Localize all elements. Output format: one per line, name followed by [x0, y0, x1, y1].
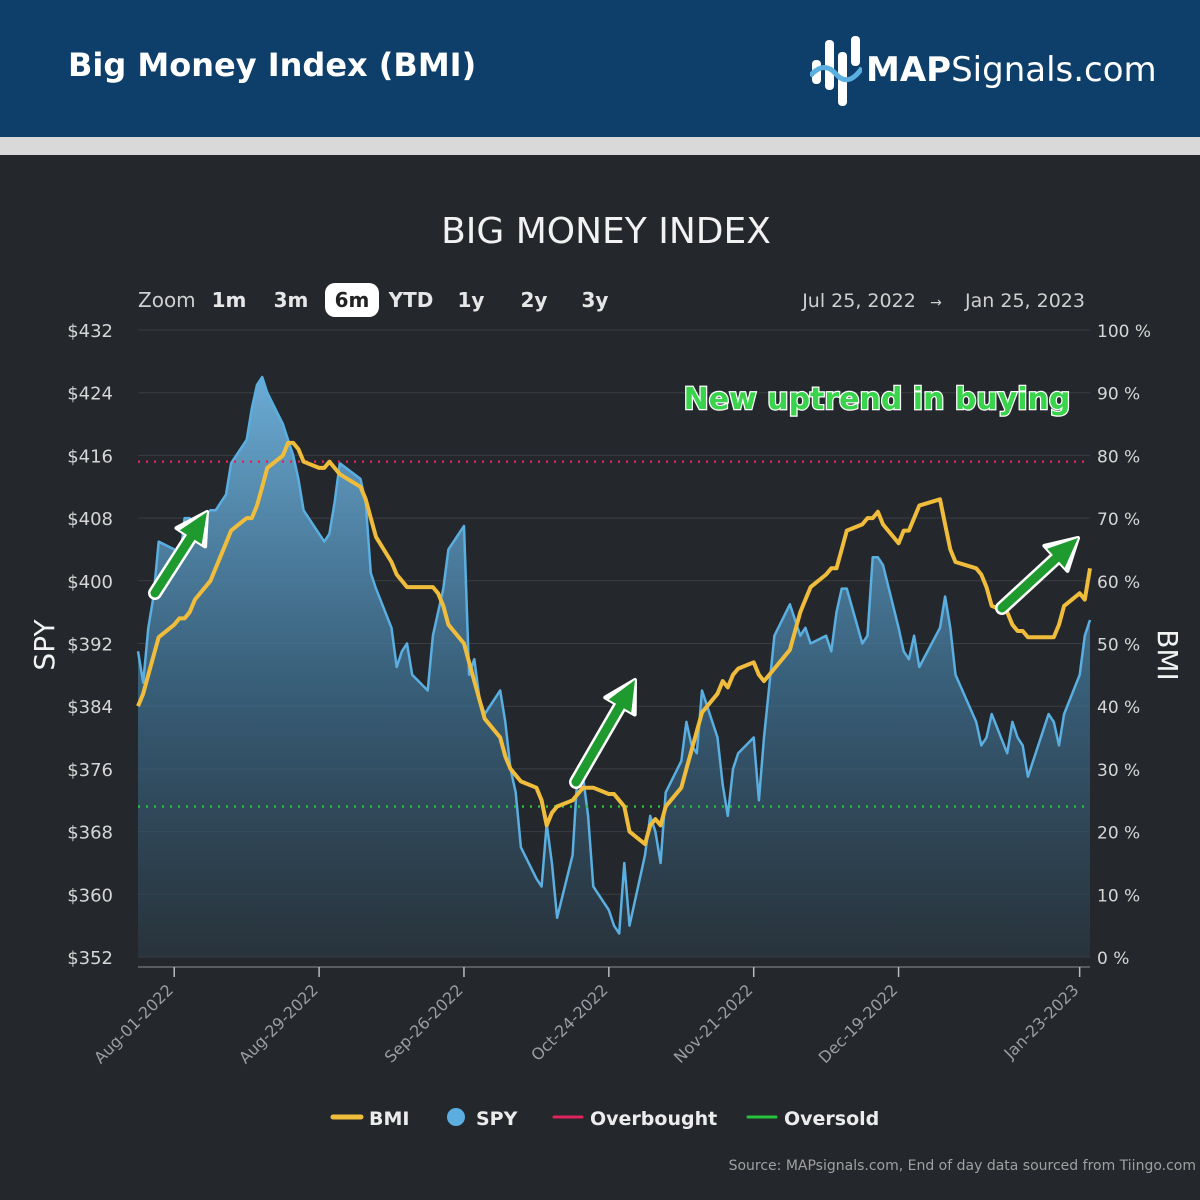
x-tick-label: Nov-21-2022 [670, 980, 757, 1067]
mapsignals-logo: MAPSignals.com [810, 30, 1157, 110]
svg-text:Oversold: Oversold [784, 1108, 879, 1130]
y-left-tick: $392 [67, 635, 113, 656]
zoom-bar: Zoom 1m 3m 6m YTD 1y 2y 3y [138, 283, 608, 317]
y-right-tick: 0 % [1097, 949, 1129, 969]
svg-text:SPY: SPY [476, 1108, 518, 1130]
svg-text:1y: 1y [458, 288, 485, 312]
trend-arrow-icon [995, 536, 1080, 615]
date-range: Jul 25, 2022 → Jan 25, 2023 [801, 290, 1085, 312]
y-right-tick: 90 % [1097, 385, 1140, 405]
y-right-tick: 50 % [1097, 636, 1140, 656]
y-right-tick: 100 % [1097, 322, 1151, 342]
y-right-tick: 30 % [1097, 761, 1140, 781]
big-money-index-chart: BIG MONEY INDEX Zoom 1m 3m 6m YTD 1y 2y 3y Jul… [28, 211, 1196, 1174]
legend-item-spy[interactable]: SPY [447, 1108, 518, 1130]
series-layer [136, 375, 1092, 957]
legend-item-oversold[interactable]: Oversold [746, 1108, 879, 1130]
zoom-option-6m[interactable]: 6m [325, 283, 379, 317]
legend-item-overbought[interactable]: Overbought [552, 1108, 717, 1130]
y-left-tick: $360 [67, 885, 113, 906]
zoom-option-3y[interactable]: 3y [582, 288, 609, 312]
annotation-text: New uptrend in buying [684, 382, 1071, 417]
y-right-tick: 70 % [1097, 510, 1140, 530]
y-left-tick: $376 [67, 760, 113, 781]
svg-text:Overbought: Overbought [590, 1108, 717, 1130]
x-tick-label: Aug-01-2022 [90, 980, 177, 1067]
svg-text:YTD: YTD [388, 288, 434, 312]
x-tick-label: Sep-26-2022 [381, 980, 467, 1066]
y-axis-right: 100 % 90 % 80 % 70 % 60 % 50 % 40 % 30 % 20 % 10 … [1097, 322, 1151, 969]
y-right-tick: 20 % [1097, 824, 1140, 844]
zoom-option-1m[interactable]: 1m [212, 288, 247, 312]
y-left-tick: $352 [67, 948, 113, 969]
x-tick-label: Jan-23-2023 [1000, 980, 1083, 1063]
logo-text: MAPSignals.com [866, 50, 1157, 90]
zoom-label: Zoom [138, 288, 196, 312]
svg-text:3m: 3m [274, 288, 309, 312]
range-to[interactable]: Jan 25, 2023 [964, 290, 1085, 312]
x-tick-label: Aug-29-2022 [235, 980, 322, 1067]
range-from[interactable]: Jul 25, 2022 [801, 290, 916, 312]
x-tick-label: Dec-19-2022 [815, 980, 902, 1067]
zoom-option-ytd[interactable]: YTD [388, 288, 434, 312]
y-left-tick: $432 [67, 321, 113, 342]
y-left-tick: $416 [67, 446, 113, 467]
svg-text:3y: 3y [582, 288, 609, 312]
legend: BMI SPY Overbought Oversold [330, 1108, 879, 1130]
y-left-tick: $424 [67, 384, 113, 405]
y-left-tick: $384 [67, 697, 113, 718]
y-right-tick: 80 % [1097, 447, 1140, 467]
y-right-tick: 60 % [1097, 573, 1140, 593]
svg-text:BMI: BMI [369, 1108, 409, 1130]
y-left-tick: $368 [67, 823, 113, 844]
y-right-tick: 10 % [1097, 886, 1140, 906]
legend-item-bmi[interactable]: BMI [330, 1108, 409, 1130]
y-left-tick: $408 [67, 509, 113, 530]
svg-text:2y: 2y [521, 288, 548, 312]
trend-arrow-icon [569, 678, 637, 789]
trend-arrows [148, 510, 1080, 789]
svg-text:1m: 1m [212, 288, 247, 312]
spy-area [138, 377, 1090, 957]
zoom-option-3m[interactable]: 3m [274, 288, 309, 312]
page-header: Big Money Index (BMI) MAPSignals.com [0, 0, 1200, 137]
svg-text:6m: 6m [335, 288, 370, 312]
zoom-option-1y[interactable]: 1y [458, 288, 485, 312]
trend-arrow-icon [148, 510, 209, 600]
y-left-tick: $400 [67, 572, 113, 593]
zoom-option-2y[interactable]: 2y [521, 288, 548, 312]
bmi-line [136, 440, 1092, 847]
page-title: Big Money Index (BMI) [68, 46, 477, 84]
range-arrow: → [930, 295, 942, 311]
header-divider [0, 137, 1200, 155]
y-right-tick: 40 % [1097, 698, 1140, 718]
y-axis-left: $432 $424 $416 $408 $400 $392 $384 $376 $368 $360… [67, 321, 113, 969]
y-axis-right-title: BMI [1151, 629, 1184, 681]
chart-title: BIG MONEY INDEX [441, 211, 771, 252]
logo-mark-icon [810, 36, 862, 106]
x-axis: Aug-01-2022 Aug-29-2022 Sep-26-2022 Oct-24-… [90, 966, 1090, 1067]
x-tick-label: Oct-24-2022 [527, 980, 611, 1064]
source-note: Source: MAPsignals.com, End of day data … [729, 1158, 1196, 1174]
y-axis-left-title: SPY [28, 619, 61, 671]
